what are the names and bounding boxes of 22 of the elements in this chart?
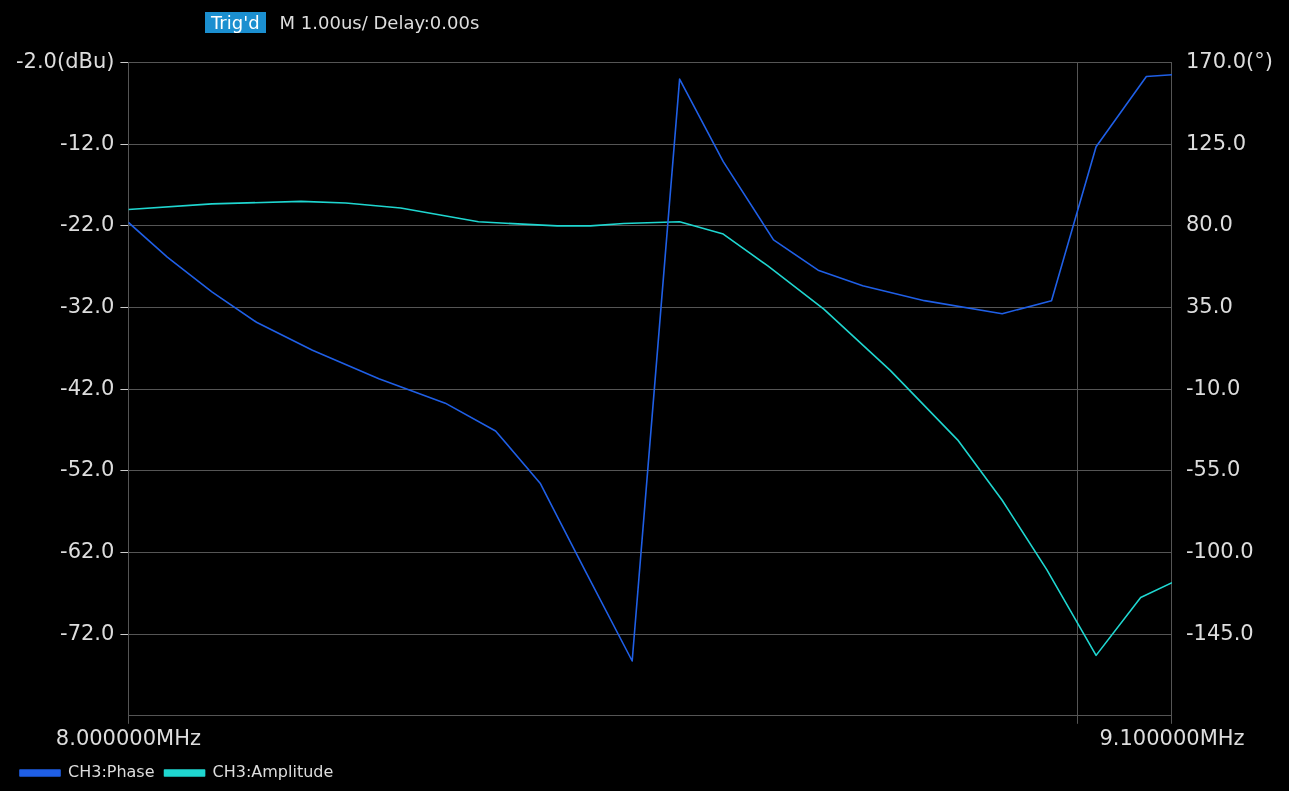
y2-tick-label: -145.0	[1186, 620, 1254, 645]
y-tick-label: -2.0(dBu)	[15, 49, 115, 74]
y2-tick-label: -100.0	[1186, 538, 1254, 563]
y-tick-label: -22.0	[60, 212, 115, 237]
y2-tick-label: 125.0	[1186, 130, 1247, 155]
y2-tick-label: 35.0	[1186, 294, 1233, 318]
y-tick-label: -52.0	[60, 457, 115, 482]
legend-label: CH3:Phase	[68, 762, 155, 782]
x-tick-label: 8.000000MHz	[55, 725, 201, 750]
y-tick-label: -42.0	[60, 375, 115, 400]
y-tick-label: -72.0	[60, 620, 115, 645]
legend-label: CH3:Amplitude	[212, 762, 334, 782]
y2-tick-label: 170.0(°)	[1186, 49, 1274, 74]
y-tick-label: -12.0	[60, 130, 115, 155]
x-tick-label: 9.100000MHz	[1099, 725, 1245, 750]
y-tick-label: -32.0	[60, 294, 115, 318]
y2-tick-label: -10.0	[1186, 375, 1241, 400]
y2-tick-label: 80.0	[1186, 212, 1233, 237]
y2-tick-label: -55.0	[1186, 457, 1241, 482]
y-tick-label: -62.0	[60, 538, 115, 563]
text: M 1.00us/ Delay:0.00s	[279, 11, 480, 33]
text: Trig'd	[205, 11, 266, 33]
